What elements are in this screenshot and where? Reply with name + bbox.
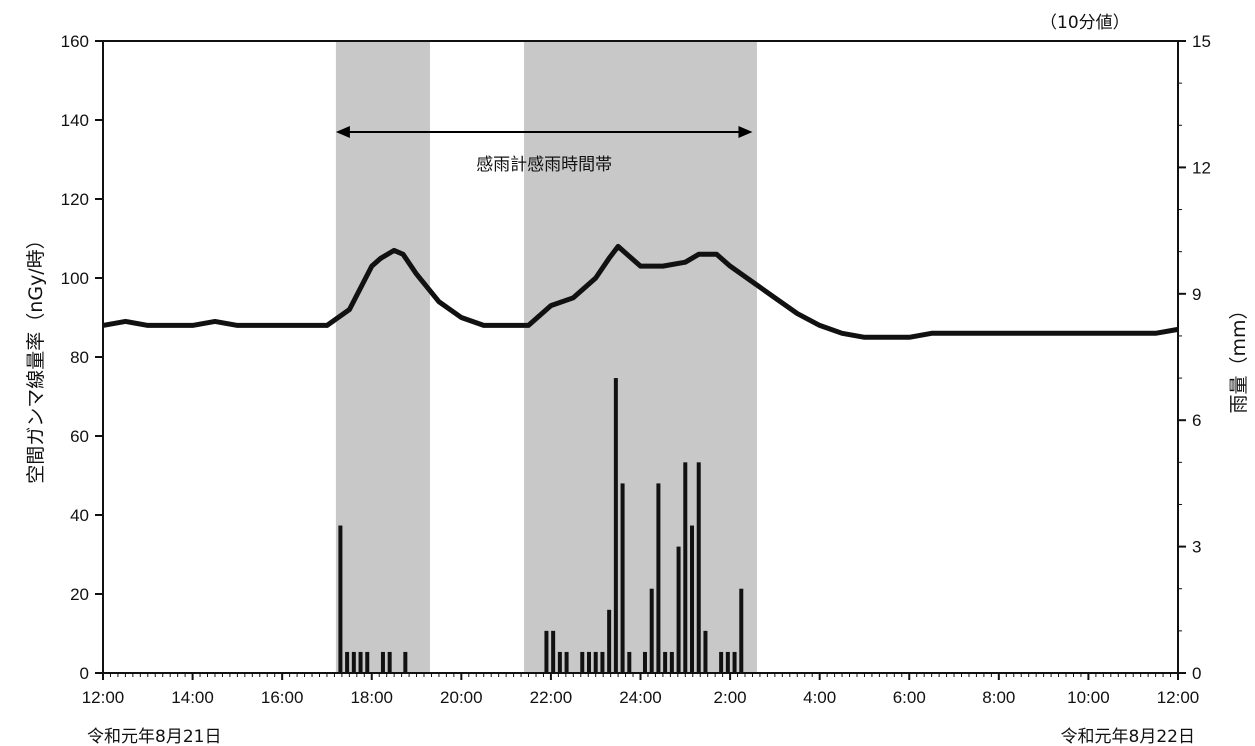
rain-bar-28 [696, 462, 701, 673]
rain-period-annotation: 感雨計感雨時間帯 [335, 126, 753, 175]
rain-bar-32 [732, 651, 737, 673]
rain-bar-6 [387, 651, 392, 673]
axes [95, 40, 1186, 680]
gamma-series-line [102, 243, 1179, 340]
rain-bars [338, 378, 744, 673]
rain-bar-33 [739, 588, 744, 673]
shaded-band-1 [524, 41, 757, 673]
rain-bar-31 [725, 651, 730, 673]
right-tick-label-4: 12 [1192, 158, 1211, 177]
rain-bar-2 [351, 651, 356, 673]
rain-bar-30 [719, 651, 724, 673]
rain-bar-9 [551, 630, 556, 673]
rain-bar-10 [557, 651, 562, 673]
left-tick-label-8: 160 [61, 32, 89, 51]
x-tick-label-6: 24:00 [619, 688, 662, 707]
gamma-line [102, 243, 1179, 340]
left-tick-label-0: 0 [80, 664, 89, 683]
rain-bar-29 [703, 630, 708, 673]
rain-bar-11 [564, 651, 569, 673]
x-tick-label-2: 16:00 [261, 688, 304, 707]
rain-bar-20 [642, 651, 647, 673]
rain-bar-4 [365, 651, 370, 673]
x-tick-label-7: 2:00 [714, 688, 747, 707]
rain-bar-3 [358, 651, 363, 673]
left-tick-label-4: 80 [70, 348, 89, 367]
x-tick-label-10: 8:00 [982, 688, 1015, 707]
date-start-label: 令和元年8月21日 [87, 727, 221, 746]
unit-note: （10分値） [1040, 13, 1130, 33]
rain-bar-1 [345, 651, 350, 673]
rain-bar-27 [690, 525, 695, 673]
left-tick-label-7: 140 [61, 111, 89, 130]
rain-bar-26 [683, 462, 688, 673]
x-tick-label-3: 18:00 [350, 688, 393, 707]
x-tick-label-0: 12:00 [82, 688, 125, 707]
left-tick-label-6: 120 [61, 190, 89, 209]
rain-bar-12 [580, 651, 585, 673]
right-tick-label-5: 15 [1192, 32, 1211, 51]
x-tick-label-12: 12:00 [1157, 688, 1200, 707]
left-tick-label-2: 40 [70, 506, 89, 525]
left-tick-label-3: 60 [70, 427, 89, 446]
x-tick-label-8: 4:00 [803, 688, 836, 707]
left-tick-label-1: 20 [70, 585, 89, 604]
right-tick-label-3: 9 [1192, 285, 1201, 304]
rain-bar-5 [380, 651, 385, 673]
x-tick-label-11: 10:00 [1067, 688, 1110, 707]
x-tick-label-1: 14:00 [171, 688, 214, 707]
rain-bar-13 [586, 651, 591, 673]
x-tick-label-9: 6:00 [893, 688, 926, 707]
date-end-label: 令和元年8月22日 [1061, 727, 1195, 746]
tick-labels: 0 20 40 60 80 100 120 140 160 0 3 6 9 12 15 12:00 14:00 1… [61, 32, 1211, 707]
rain-bar-19 [627, 651, 632, 673]
y-axis-right-title: 雨量（mm） [1228, 300, 1250, 413]
y-axis-left-title: 空間ガンマ線量率（nGy/時） [25, 230, 47, 483]
rain-bar-0 [338, 525, 343, 673]
rain-bar-25 [676, 546, 681, 673]
right-tick-label-1: 3 [1192, 538, 1201, 557]
left-tick-label-5: 100 [61, 269, 89, 288]
rain-bar-21 [649, 588, 654, 673]
rain-bar-7 [403, 651, 408, 673]
rain-bar-17 [613, 378, 618, 673]
right-tick-label-2: 6 [1192, 411, 1201, 430]
shaded-band-0 [335, 41, 430, 673]
shaded-bands [335, 41, 757, 673]
right-tick-label-0: 0 [1192, 664, 1201, 683]
rain-bar-23 [663, 651, 668, 673]
rain-bar-14 [593, 651, 598, 673]
rain-bar-16 [607, 609, 612, 673]
x-tick-label-5: 22:00 [530, 688, 573, 707]
rain-period-label: 感雨計感雨時間帯 [476, 155, 612, 175]
rain-bar-22 [656, 483, 661, 673]
rain-bar-24 [669, 651, 674, 673]
rain-bar-8 [544, 630, 549, 673]
rain-bar-18 [620, 483, 625, 673]
rain-bar-15 [600, 651, 605, 673]
x-tick-label-4: 20:00 [440, 688, 483, 707]
